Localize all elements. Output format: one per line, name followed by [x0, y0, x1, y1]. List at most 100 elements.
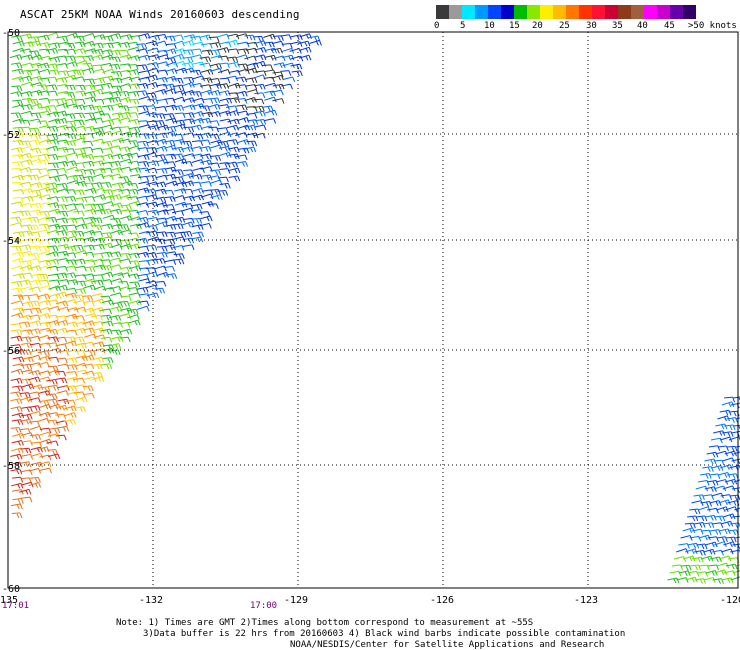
- wind-barb: [118, 188, 131, 195]
- wind-barb: [146, 181, 159, 188]
- wind-barb: [28, 481, 42, 488]
- wind-barb: [91, 258, 104, 265]
- wind-barb: [163, 204, 175, 210]
- wind-barb: [64, 74, 77, 81]
- wind-barb: [102, 189, 114, 195]
- wind-barb: [38, 194, 52, 200]
- wind-barb: [109, 160, 121, 167]
- wind-barb: [83, 221, 97, 228]
- wind-barb: [191, 91, 203, 97]
- wind-barb: [200, 84, 212, 90]
- wind-barb: [138, 167, 150, 174]
- wind-barb: [182, 67, 195, 74]
- wind-barb: [46, 196, 59, 202]
- wind-barb: [181, 146, 194, 152]
- legend-swatch: [592, 5, 605, 19]
- legend-swatch: [618, 5, 631, 19]
- wind-barb: [19, 119, 31, 126]
- wind-barb: [55, 327, 68, 334]
- longitude-label: -129: [284, 595, 308, 606]
- wind-barb: [10, 112, 22, 119]
- wind-barb: [208, 49, 221, 56]
- wind-barb: [136, 237, 149, 244]
- wind-barb: [82, 67, 95, 74]
- wind-barb: [165, 231, 177, 238]
- wind-barb: [272, 71, 284, 78]
- wind-barb: [65, 61, 78, 67]
- wind-barb: [110, 153, 124, 160]
- wind-barb: [707, 536, 719, 542]
- wind-barb: [264, 109, 278, 116]
- wind-barb: [93, 167, 106, 174]
- wind-barb: [156, 61, 169, 67]
- wind-barb: [217, 127, 229, 133]
- wind-barb: [48, 175, 61, 182]
- wind-barb: [137, 154, 150, 160]
- wind-barb: [100, 167, 113, 174]
- wind-barb: [120, 76, 133, 83]
- wind-barb: [36, 446, 50, 453]
- wind-barb: [118, 90, 130, 97]
- wind-barb: [289, 48, 302, 54]
- wind-barb: [72, 104, 86, 111]
- wind-barb: [192, 231, 205, 238]
- wind-barb: [138, 96, 151, 102]
- wind-barb: [109, 56, 121, 63]
- wind-barb: [172, 244, 185, 251]
- wind-barb: [100, 308, 113, 315]
- wind-barb: [199, 117, 212, 124]
- wind-barb: [154, 196, 167, 203]
- wind-barb: [30, 209, 42, 216]
- wind-barb: [691, 556, 704, 563]
- wind-barb: [10, 300, 24, 307]
- wind-barb: [253, 74, 266, 80]
- wind-barb: [118, 224, 130, 230]
- wind-barb: [64, 419, 76, 425]
- wind-barb: [208, 89, 221, 96]
- wind-barb: [75, 355, 88, 362]
- wind-barb: [127, 196, 140, 202]
- wind-barb: [20, 413, 33, 420]
- wind-barb: [172, 133, 184, 140]
- wind-barb: [55, 300, 69, 307]
- wind-barb: [28, 252, 40, 259]
- wind-barb: [698, 564, 710, 571]
- wind-barb: [127, 106, 139, 112]
- wind-barb: [264, 47, 277, 54]
- wind-barb: [39, 285, 52, 291]
- wind-barb: [47, 273, 60, 280]
- wind-barb: [669, 570, 682, 577]
- wind-barb: [55, 413, 67, 420]
- wind-barb: [163, 130, 177, 137]
- wind-barb: [181, 40, 195, 46]
- wind-barb: [30, 194, 43, 201]
- wind-barb: [219, 182, 231, 189]
- wind-barb: [10, 245, 22, 252]
- wind-barb: [128, 200, 142, 207]
- wind-barb: [55, 370, 67, 377]
- wind-barb: [29, 476, 41, 483]
- wind-barb: [725, 536, 737, 543]
- wind-barb: [73, 315, 85, 321]
- wind-barb: [12, 188, 25, 195]
- wind-barb: [154, 113, 166, 119]
- wind-barb: [30, 461, 44, 468]
- wind-barb: [172, 153, 185, 160]
- wind-barb: [47, 369, 61, 376]
- wind-barb: [264, 96, 277, 103]
- wind-barb: [180, 230, 193, 237]
- map-frame: [7, 31, 739, 589]
- wind-barb: [48, 279, 61, 286]
- wind-barb: [733, 451, 740, 455]
- wind-barb: [64, 399, 76, 406]
- wind-barb: [109, 33, 122, 39]
- wind-barb: [73, 336, 85, 343]
- wind-barb: [64, 113, 76, 119]
- wind-barb: [100, 328, 113, 335]
- wind-barb: [163, 113, 176, 119]
- map-border: [7, 31, 739, 589]
- legend-label: >50 knots: [688, 21, 737, 31]
- wind-barb: [127, 308, 139, 315]
- wind-barb: [156, 54, 170, 60]
